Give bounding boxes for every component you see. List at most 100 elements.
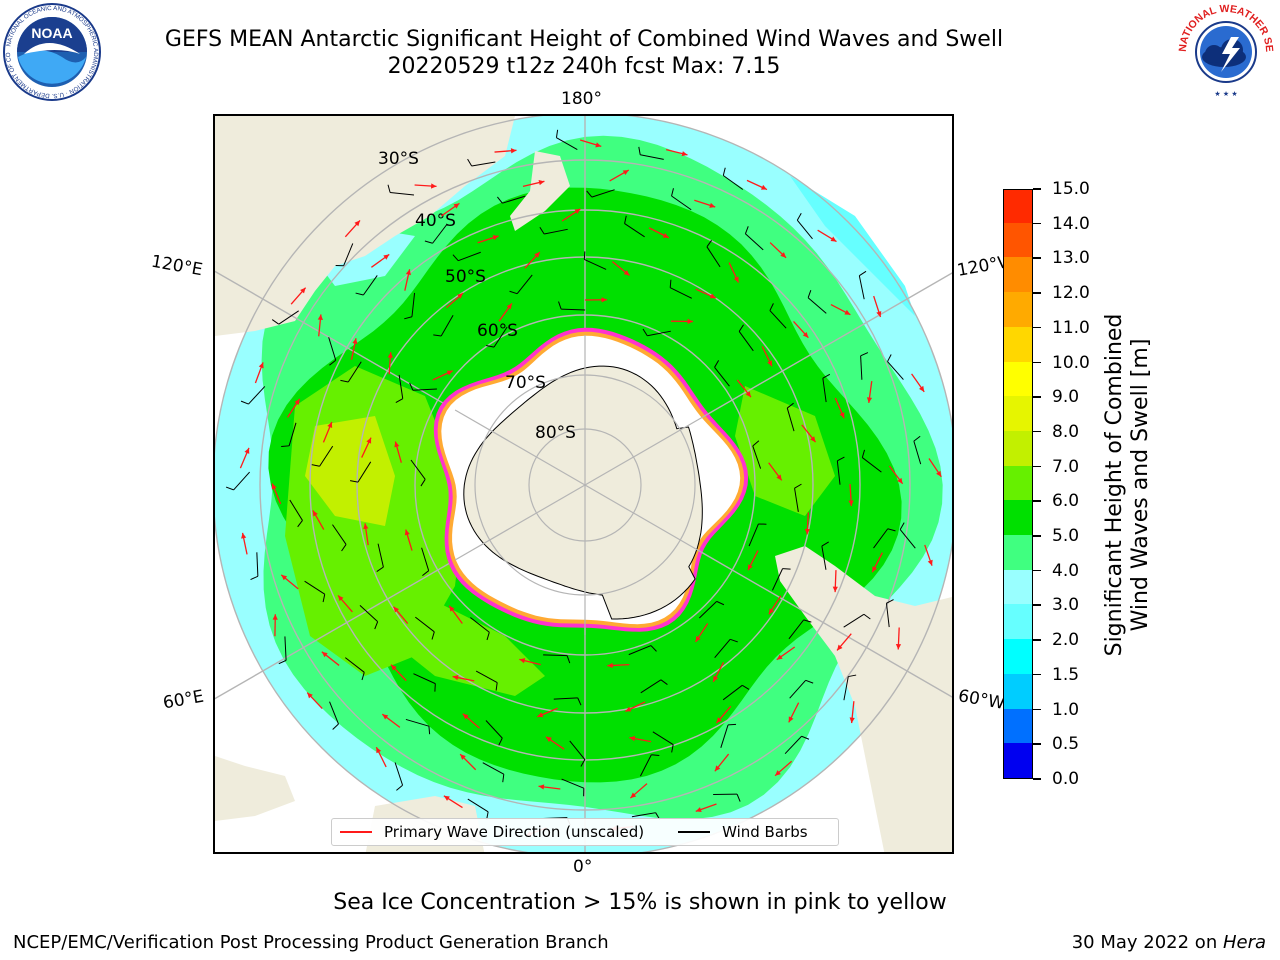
wave-arrow-head	[802, 331, 809, 338]
wind-barb-feather	[822, 373, 831, 379]
wind-barb-feather	[796, 213, 802, 221]
wind-barb	[413, 673, 436, 685]
wave-arrow-head	[625, 706, 632, 712]
wave-arrow-head	[449, 605, 455, 612]
wind-barb	[873, 528, 889, 549]
wind-barb	[887, 361, 904, 380]
legend-item-primary-wave: Primary Wave Direction (unscaled)	[340, 823, 644, 841]
wind-barb-feather	[782, 568, 791, 570]
wave-arrow-head	[244, 447, 250, 454]
colorbar-tick	[1033, 396, 1041, 398]
meridian-line	[584, 484, 716, 561]
wind-barb	[304, 580, 326, 595]
wind-barb	[624, 223, 645, 238]
wind-barb	[771, 568, 784, 591]
wind-barb-feather	[730, 638, 738, 643]
wind-barb-feather	[887, 528, 896, 532]
colorbar-tick-label: 12.0	[1052, 283, 1090, 304]
wind-barb-feather	[361, 672, 365, 681]
wind-barb	[769, 310, 787, 329]
wave-arrow-head	[788, 716, 794, 723]
sea-ice-note: Sea Ice Concentration > 15% is shown in …	[333, 890, 947, 915]
wave-arrow-head	[927, 559, 933, 566]
wind-barb-feather	[374, 621, 379, 630]
wind-barb	[390, 191, 415, 196]
colorbar-segment	[1004, 534, 1032, 570]
colorbar-tick	[1033, 257, 1041, 259]
wind-barb-feather	[566, 655, 571, 664]
wind-barb-feather	[671, 188, 674, 197]
wind-barb-feather	[899, 522, 905, 530]
land-south-america	[775, 546, 952, 852]
colorbar-segment	[1004, 190, 1032, 223]
colorbar-tick	[1033, 639, 1041, 641]
wave-arrow-head	[327, 421, 333, 428]
wind-barb-feather	[281, 445, 290, 447]
wind-barb	[671, 195, 692, 211]
wave-arrow-head	[681, 151, 688, 157]
wave-arrow-head	[839, 412, 845, 419]
colorbar-tick-label: 15.0	[1052, 179, 1090, 199]
wind-barb	[432, 223, 448, 244]
wave-arrow-head	[876, 311, 882, 318]
wave-arrow-head	[745, 391, 751, 398]
wind-barb-feather	[376, 566, 384, 572]
wind-barb	[377, 543, 384, 568]
colorbar-tick	[1033, 222, 1041, 225]
wind-barb	[482, 762, 505, 775]
wind-barb	[748, 523, 759, 547]
wind-barb	[289, 499, 303, 521]
wind-barb	[722, 175, 744, 190]
chart-title: GEFS MEAN Antarctic Significant Height o…	[164, 27, 1004, 52]
wave-arrow-head	[687, 318, 693, 325]
wave-arrow-head	[897, 477, 903, 484]
wave-arrow-head	[709, 202, 716, 208]
chart-subtitle-run-info: 20220529 t12z 240h fcst Max: 7.15	[387, 54, 781, 79]
wind-barb-feather	[396, 784, 403, 791]
wind-barb	[796, 219, 813, 240]
wind-barb	[628, 645, 652, 656]
wave-arrow-head	[394, 441, 400, 448]
colorbar-segment	[1004, 291, 1032, 327]
wind-barb	[836, 460, 841, 485]
wave-arrow-head	[317, 314, 323, 321]
wind-barb	[722, 684, 743, 701]
wave-arrow-head	[849, 717, 855, 724]
wind-barb-feather	[821, 541, 829, 547]
wave-arrow-head	[623, 270, 630, 276]
wind-barb-feather	[769, 303, 774, 311]
wind-barb	[745, 233, 764, 251]
colorbar-tick-label: 14.0	[1052, 213, 1090, 234]
wind-barb	[278, 310, 299, 325]
wind-barb	[569, 740, 586, 760]
wave-arrow-head	[695, 807, 702, 812]
wind-barb-feather	[738, 324, 744, 332]
wave-arrow-head	[780, 252, 787, 258]
colorbar-segment	[1004, 742, 1032, 778]
wind-barb-feather	[886, 599, 894, 604]
wave-arrow-head	[376, 747, 382, 754]
colorbar-segment	[1004, 256, 1032, 293]
wave-arrow-head	[404, 529, 410, 536]
wave-arrow-head	[452, 675, 459, 681]
wind-barb-feather	[801, 735, 810, 740]
wind-barb-feather	[848, 674, 857, 678]
wind-barb	[714, 367, 730, 387]
colorbar-tick-label: 3.0	[1052, 595, 1080, 616]
wind-barb-feather	[329, 359, 337, 366]
wind-barb	[410, 459, 426, 480]
wind-barb	[652, 731, 674, 746]
wave-arrow-head	[545, 736, 552, 742]
wind-barb	[411, 292, 416, 317]
wind-barb-feather	[422, 570, 429, 577]
colorbar-tick	[1033, 500, 1041, 502]
wave-arrow-head	[695, 635, 701, 642]
wave-arrow-head	[776, 474, 782, 481]
colorbar-tick-label: 0.5	[1052, 734, 1080, 755]
wind-barb-feather	[433, 334, 442, 337]
wind-barb-feather	[424, 240, 433, 244]
wind-barb-feather	[340, 379, 349, 383]
wind-barb	[720, 724, 729, 748]
wave-arrow-head	[460, 754, 466, 760]
colorbar-segment	[1004, 326, 1032, 362]
